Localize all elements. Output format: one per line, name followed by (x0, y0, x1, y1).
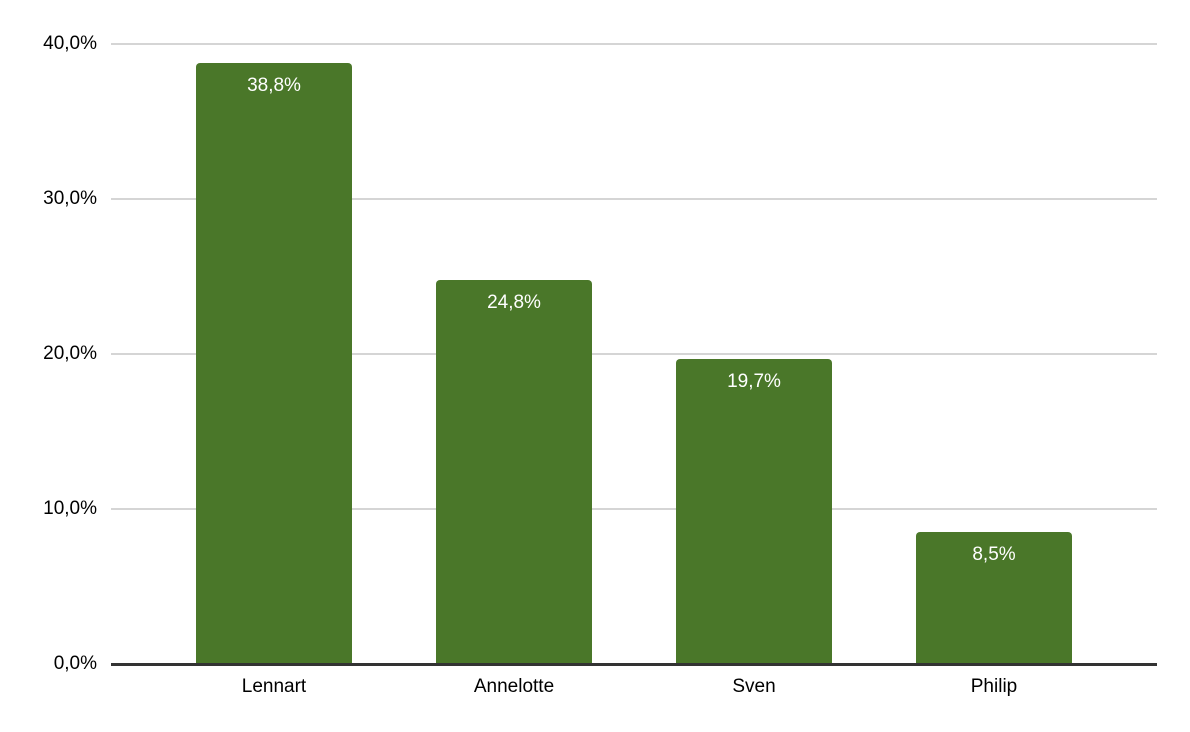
y-axis-tick-label: 20,0% (43, 343, 97, 364)
bar-philip[interactable]: 8,5% (916, 532, 1072, 663)
y-axis-tick-label: 30,0% (43, 188, 97, 209)
x-axis-line (111, 663, 1157, 666)
bar-sven[interactable]: 19,7% (676, 358, 832, 663)
x-axis-category-label: Annelotte (473, 676, 555, 697)
bar-lennart[interactable]: 38,8% (196, 62, 352, 663)
bar-value-label: 8,5% (972, 544, 1016, 566)
x-axis-category-label: Sven (732, 676, 776, 697)
y-axis-tick-label: 0,0% (53, 653, 97, 674)
gridline (111, 43, 1157, 45)
bar-annelotte[interactable]: 24,8% (436, 279, 592, 663)
x-axis-category-label: Lennart (241, 676, 307, 697)
bar-value-label: 19,7% (727, 370, 781, 392)
bar-value-label: 38,8% (247, 74, 301, 96)
bar-value-label: 24,8% (487, 291, 541, 313)
x-axis-category-label: Philip (970, 676, 1018, 697)
y-axis-tick-label: 40,0% (43, 33, 97, 54)
y-axis-tick-label: 10,0% (43, 498, 97, 519)
